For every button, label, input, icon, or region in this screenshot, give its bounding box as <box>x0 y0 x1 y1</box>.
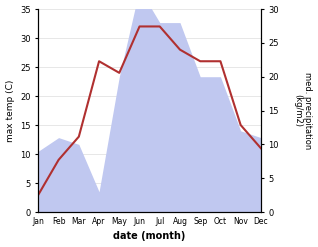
Y-axis label: max temp (C): max temp (C) <box>5 79 15 142</box>
X-axis label: date (month): date (month) <box>114 231 186 242</box>
Y-axis label: med. precipitation
(kg/m2): med. precipitation (kg/m2) <box>293 72 313 149</box>
